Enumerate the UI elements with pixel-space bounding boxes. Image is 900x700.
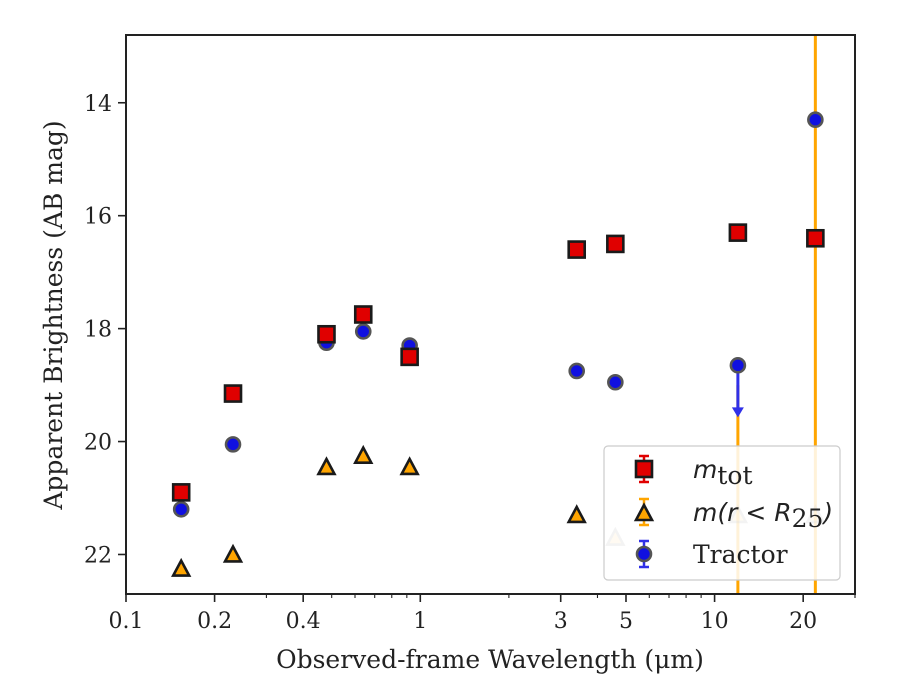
square-point [806,228,825,248]
circle-point [729,357,747,374]
legend-label-mtot: mtot [693,455,753,490]
legend-label-mr25: m(r < R25) [693,498,833,533]
x-axis-title: Observed-frame Wavelength (μm) [276,645,704,674]
y-axis-title: Apparent Brightness (AB mag) [39,120,68,510]
y-tick-label: 20 [84,431,112,456]
square-point [567,240,587,259]
y-tick-label: 18 [84,318,112,343]
legend-box [603,445,841,581]
triangle-point [353,444,374,464]
square-point [353,305,373,324]
x-tick-label: 0.1 [109,609,144,634]
x-tick-label: 10 [701,609,729,634]
legend-marker-mr25 [633,502,655,522]
x-tick-label: 20 [789,609,817,634]
square-point [171,483,191,502]
triangle-point [316,456,337,476]
x-axis: 0.1 0.2 0.4 1 3 5 10 20 [109,594,856,634]
circle-point [807,111,824,128]
square-point [606,234,625,254]
triangle-point [171,557,192,577]
legend-label-tractor: Tractor [693,540,788,569]
upper-limit-arrowhead [731,407,744,418]
circle-point [568,362,586,380]
legend-marker-tractor [635,545,653,563]
triangle-point [222,543,244,563]
legend: mtot m(r < R25) Tractor [603,445,841,581]
series-mtot [171,223,825,502]
x-tick-label: 3 [554,609,568,634]
circle-point [172,501,190,518]
square-point [223,384,243,403]
x-tick-label: 0.2 [197,609,232,634]
x-tick-label: 0.4 [286,609,321,634]
circle-point [224,436,242,453]
square-point [317,324,336,344]
series-tractor [172,111,824,518]
plot-frame [125,34,856,595]
triangle-point [399,456,420,476]
x-tick-label: 5 [619,609,633,634]
circle-point [607,373,624,391]
plot-area [171,35,826,594]
square-point [728,223,748,242]
circle-point [354,323,372,340]
y-tick-label: 22 [84,543,112,568]
y-tick-label: 16 [84,205,112,230]
y-axis: 14 16 18 20 22 [84,92,126,568]
triangle-point [566,504,587,524]
y-tick-label: 14 [84,92,112,117]
x-tick-label: 1 [413,609,427,634]
legend-marker-mtot [634,459,654,479]
square-point [400,347,419,367]
